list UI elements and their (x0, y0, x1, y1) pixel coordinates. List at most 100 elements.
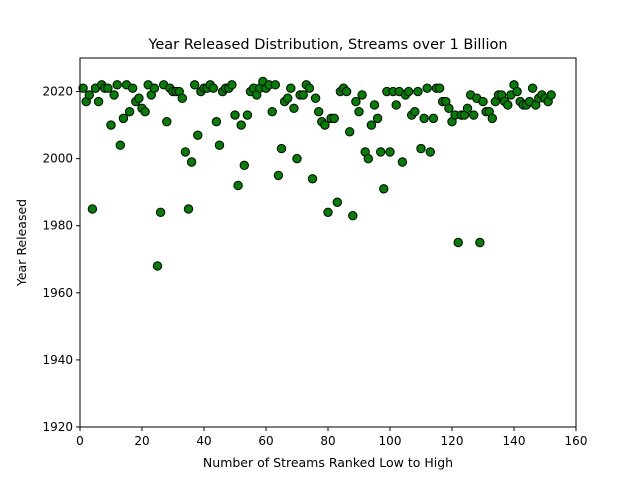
data-point (487, 113, 497, 124)
data-point (332, 197, 342, 207)
data-point (469, 110, 479, 120)
data-point (230, 110, 240, 120)
x-tick-label: 40 (196, 434, 211, 448)
data-point (270, 80, 280, 90)
data-point (177, 93, 188, 103)
data-point (478, 96, 488, 107)
data-point (211, 117, 222, 127)
data-point (422, 83, 432, 93)
data-point (410, 106, 420, 117)
data-point (292, 153, 302, 164)
data-point (128, 83, 138, 93)
x-tick-label: 0 (76, 434, 84, 448)
data-point (134, 93, 144, 103)
data-point (512, 86, 522, 97)
data-point (357, 90, 367, 100)
data-point (345, 127, 355, 137)
data-point (276, 143, 287, 154)
data-point (118, 113, 129, 124)
data-point (298, 90, 308, 100)
data-point (78, 83, 88, 93)
data-point (193, 130, 203, 140)
data-point (416, 143, 426, 154)
data-point (267, 106, 277, 117)
y-tick-label: 1980 (42, 219, 73, 233)
data-point (112, 80, 122, 90)
data-point (434, 83, 445, 93)
x-tick-label: 140 (503, 434, 526, 448)
data-point (227, 80, 237, 90)
data-point (419, 113, 429, 124)
y-tick-label: 2020 (42, 85, 73, 99)
data-point (103, 83, 113, 93)
x-axis-label: Number of Streams Ranked Low to High (203, 455, 453, 470)
data-point (453, 237, 463, 248)
x-tick-label: 20 (134, 434, 149, 448)
y-tick-label: 2000 (42, 152, 73, 166)
data-point (475, 237, 485, 248)
x-tick-label: 60 (258, 434, 273, 448)
y-tick-label: 1920 (42, 420, 73, 434)
x-axis-ticks: 0 20 40 60 80 100 120 140 160 (76, 427, 587, 448)
data-point (304, 83, 315, 93)
data-point (376, 147, 386, 157)
data-point (214, 140, 225, 150)
data-point (233, 180, 243, 191)
data-point (162, 117, 172, 127)
data-point (242, 110, 253, 120)
data-point (124, 106, 135, 117)
data-point (320, 120, 330, 130)
y-tick-label: 1940 (42, 353, 73, 367)
data-point (354, 106, 364, 117)
data-point (115, 140, 126, 150)
data-point (208, 83, 219, 93)
data-point (140, 106, 150, 117)
data-point (93, 96, 104, 107)
data-point (462, 103, 473, 114)
plot-frame (79, 57, 577, 428)
data-point (391, 100, 401, 110)
x-tick-label: 100 (379, 434, 402, 448)
x-tick-label: 120 (441, 434, 464, 448)
data-point (106, 120, 116, 130)
data-point (239, 160, 250, 171)
data-point (307, 174, 318, 184)
data-point (314, 106, 324, 117)
data-point (180, 147, 191, 157)
data-point (286, 83, 296, 93)
data-point (428, 113, 439, 124)
data-point (372, 113, 383, 124)
data-point (283, 93, 293, 103)
data-point (183, 204, 194, 214)
data-point (385, 147, 395, 157)
data-point (366, 120, 377, 130)
data-point (341, 86, 352, 97)
data-point (351, 96, 361, 107)
data-point (289, 103, 299, 114)
y-tick-label: 1960 (42, 286, 73, 300)
data-point (413, 86, 423, 97)
data-point (348, 210, 358, 221)
x-tick-label: 160 (565, 434, 588, 448)
data-point (369, 100, 380, 110)
data-point (310, 93, 321, 103)
data-point (186, 157, 197, 167)
data-point (109, 90, 119, 100)
data-point (403, 86, 414, 97)
data-point (444, 103, 454, 114)
data-point (323, 207, 333, 218)
y-axis-ticks: 1920 1940 1960 1980 2000 2020 (42, 85, 80, 434)
data-point (425, 147, 435, 157)
y-axis-label: Year Released (14, 199, 29, 287)
data-point (190, 80, 200, 90)
data-point (503, 100, 513, 110)
data-point (397, 157, 408, 167)
data-point (152, 261, 163, 271)
data-point (363, 153, 373, 164)
data-point (236, 120, 246, 130)
data-point (87, 204, 98, 214)
data-point (546, 90, 556, 100)
chart-title: Year Released Distribution, Streams over… (147, 37, 507, 53)
data-point (155, 207, 166, 218)
